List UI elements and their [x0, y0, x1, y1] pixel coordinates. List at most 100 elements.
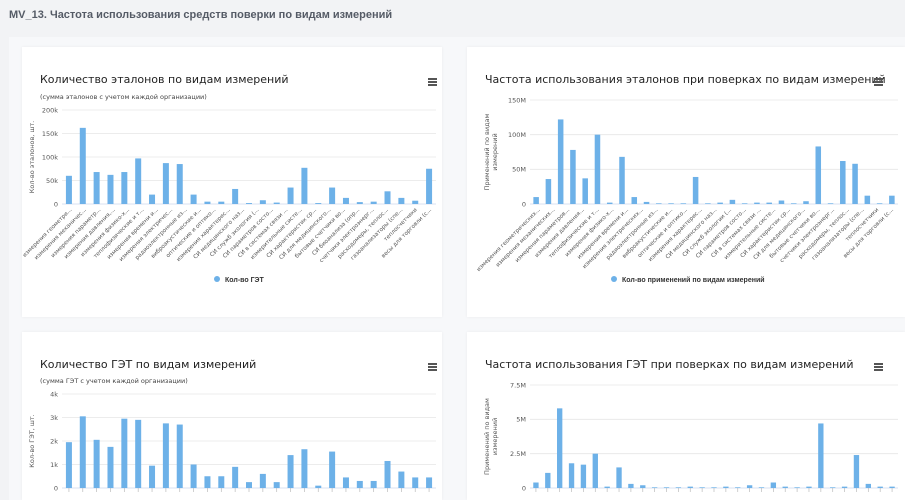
bar[interactable]	[121, 418, 128, 488]
bar[interactable]	[778, 200, 785, 204]
bar[interactable]	[668, 203, 674, 204]
bar[interactable]	[741, 203, 748, 204]
bar[interactable]	[426, 168, 433, 204]
legend-item[interactable]: Кол-во применений по видам измерений	[611, 276, 765, 284]
bar[interactable]	[876, 203, 883, 204]
bar[interactable]	[107, 446, 114, 488]
bar[interactable]	[570, 149, 576, 204]
bar[interactable]	[840, 161, 846, 204]
bar[interactable]	[107, 174, 114, 204]
bar[interactable]	[412, 477, 419, 488]
bar[interactable]	[273, 202, 280, 204]
bar[interactable]	[246, 203, 252, 204]
bar[interactable]	[93, 439, 100, 488]
bar[interactable]	[692, 176, 699, 204]
bar[interactable]	[342, 477, 349, 488]
bar[interactable]	[412, 200, 419, 204]
bar[interactable]	[699, 487, 705, 488]
bar[interactable]	[643, 201, 650, 204]
legend-item[interactable]: Кол-во ГЭТ	[214, 276, 264, 284]
bar[interactable]	[287, 455, 294, 488]
bar[interactable]	[864, 195, 871, 204]
bar[interactable]	[628, 483, 634, 488]
bar[interactable]	[545, 472, 551, 488]
bar[interactable]	[273, 482, 280, 488]
bar[interactable]	[806, 486, 812, 488]
bar[interactable]	[259, 473, 266, 488]
menu-icon[interactable]	[428, 78, 437, 86]
bar[interactable]	[782, 486, 788, 488]
bar[interactable]	[640, 485, 646, 488]
bar[interactable]	[758, 487, 765, 488]
bar[interactable]	[717, 202, 723, 204]
bar[interactable]	[766, 202, 772, 204]
bar[interactable]	[162, 163, 169, 204]
bar[interactable]	[176, 164, 183, 204]
bar[interactable]	[705, 203, 711, 204]
menu-icon[interactable]	[874, 363, 883, 371]
bar[interactable]	[426, 477, 433, 488]
bar[interactable]	[356, 480, 363, 488]
bar[interactable]	[729, 199, 736, 204]
bar[interactable]	[301, 167, 308, 204]
bar[interactable]	[398, 471, 405, 488]
bar[interactable]	[329, 451, 336, 488]
bar[interactable]	[557, 119, 564, 204]
bar[interactable]	[770, 482, 777, 488]
bar[interactable]	[582, 178, 588, 204]
bar[interactable]	[735, 487, 741, 488]
bar[interactable]	[852, 163, 858, 204]
bar[interactable]	[93, 172, 100, 204]
bar[interactable]	[79, 127, 86, 204]
bar[interactable]	[680, 203, 687, 204]
bar[interactable]	[830, 487, 836, 488]
bar[interactable]	[246, 482, 252, 488]
bar[interactable]	[329, 187, 336, 204]
bar[interactable]	[533, 482, 539, 488]
bar[interactable]	[533, 197, 539, 204]
bar[interactable]	[384, 191, 391, 204]
bar[interactable]	[135, 419, 142, 488]
bar[interactable]	[675, 487, 682, 488]
bar[interactable]	[877, 486, 883, 488]
bar[interactable]	[301, 449, 308, 488]
bar[interactable]	[232, 466, 239, 488]
bar[interactable]	[754, 202, 760, 204]
bar[interactable]	[287, 187, 294, 204]
bar[interactable]	[149, 194, 156, 204]
bar[interactable]	[818, 423, 824, 488]
bar[interactable]	[651, 487, 658, 488]
bar[interactable]	[656, 203, 662, 204]
bar[interactable]	[865, 483, 871, 488]
menu-icon[interactable]	[428, 363, 437, 371]
bar[interactable]	[827, 203, 834, 204]
bar[interactable]	[121, 172, 128, 204]
bar[interactable]	[568, 463, 575, 488]
bar[interactable]	[342, 197, 349, 204]
bar[interactable]	[616, 467, 622, 488]
bar[interactable]	[557, 408, 563, 488]
bar[interactable]	[149, 465, 156, 488]
bar[interactable]	[79, 416, 86, 488]
bar[interactable]	[232, 188, 239, 204]
bar[interactable]	[162, 423, 169, 488]
bar[interactable]	[711, 487, 717, 488]
bar[interactable]	[190, 194, 197, 204]
bar[interactable]	[370, 201, 377, 204]
bar[interactable]	[687, 486, 693, 488]
bar[interactable]	[746, 485, 753, 488]
bar[interactable]	[803, 201, 809, 204]
bar[interactable]	[204, 476, 211, 488]
bar[interactable]	[384, 460, 391, 488]
bar[interactable]	[606, 202, 613, 204]
bar[interactable]	[794, 487, 800, 488]
bar[interactable]	[815, 146, 822, 204]
bar[interactable]	[315, 485, 322, 488]
bar[interactable]	[619, 156, 625, 204]
bar[interactable]	[592, 453, 598, 488]
bar[interactable]	[594, 134, 601, 204]
bar[interactable]	[65, 442, 72, 488]
bar[interactable]	[259, 200, 266, 204]
bar[interactable]	[176, 424, 183, 488]
bar[interactable]	[545, 179, 552, 204]
